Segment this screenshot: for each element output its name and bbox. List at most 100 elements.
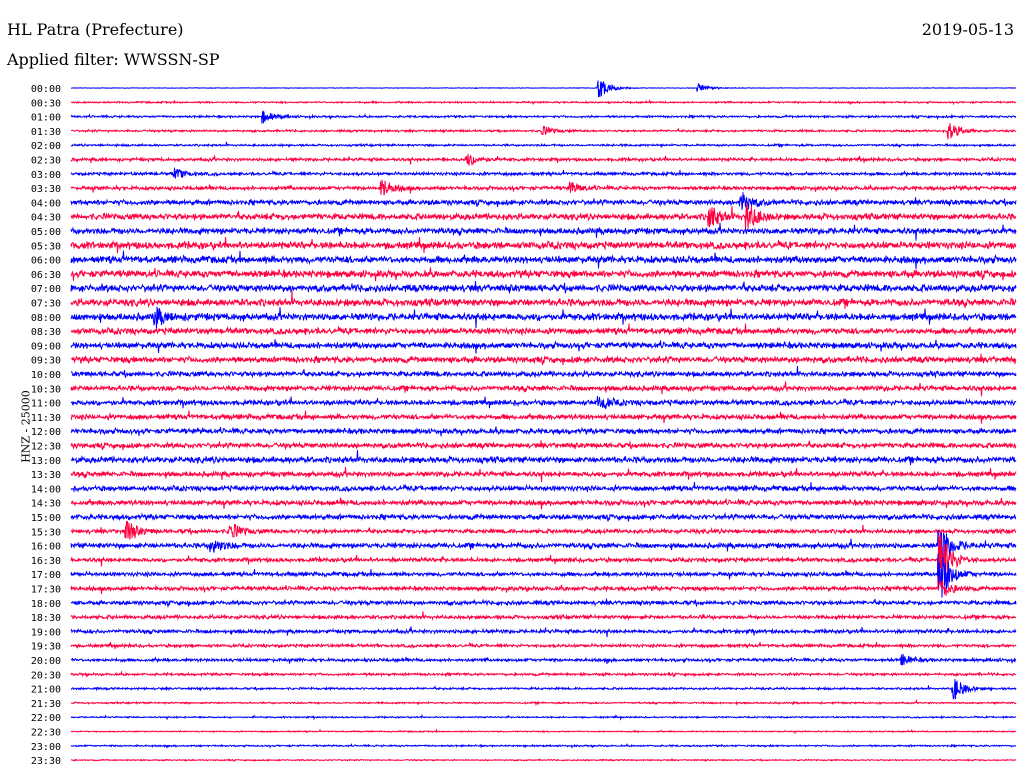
filter-label: Applied filter: WWSSN-SP (7, 50, 220, 69)
trace-row-2200 (70, 713, 1017, 721)
row-time-label: 17:00 (31, 570, 61, 581)
trace-row-0730 (70, 291, 1017, 309)
trace-row-1730 (70, 580, 1017, 596)
trace-row-0000 (71, 80, 1017, 98)
trace-row-2100 (70, 679, 1017, 700)
trace-row-0530 (70, 236, 1017, 254)
trace-row-1000 (70, 365, 1017, 379)
row-time-label: 03:00 (31, 170, 61, 181)
row-time-label: 20:30 (31, 670, 61, 681)
trace-row-0100 (70, 110, 1017, 124)
row-time-label: 18:30 (31, 613, 61, 624)
trace-row-0030 (70, 99, 1017, 106)
row-time-label: 12:30 (31, 442, 61, 453)
row-time-label: 12:00 (31, 427, 61, 438)
trace-row-0300 (70, 167, 1017, 179)
row-time-label: 01:00 (31, 113, 61, 124)
trace-row-2330 (70, 757, 1017, 763)
row-time-label: 09:30 (31, 356, 61, 367)
row-time-label: 06:30 (31, 270, 61, 281)
trace-row-1530 (70, 521, 1017, 540)
row-time-label: 17:30 (31, 585, 61, 596)
row-time-label: 04:00 (31, 198, 61, 209)
trace-row-2300 (70, 743, 1017, 749)
row-time-label: 14:00 (31, 484, 61, 495)
row-time-label: 07:30 (31, 299, 61, 310)
trace-row-2000 (70, 653, 1017, 666)
trace-row-0330 (70, 179, 1017, 196)
row-time-label: 19:30 (31, 642, 61, 653)
row-time-label: 13:30 (31, 470, 61, 481)
row-time-label: 00:30 (31, 98, 61, 109)
row-time-label: 08:00 (31, 313, 61, 324)
trace-row-2230 (70, 728, 1017, 735)
trace-row-2030 (70, 670, 1017, 679)
trace-row-1100 (70, 396, 1017, 410)
row-time-label: 05:00 (31, 227, 61, 238)
trace-row-1500 (70, 511, 1017, 522)
trace-row-1200 (70, 426, 1017, 437)
row-time-label: 13:00 (31, 456, 61, 467)
row-time-label: 19:00 (31, 627, 61, 638)
row-time-label: 00:00 (31, 84, 61, 95)
trace-row-0700 (70, 280, 1017, 294)
row-time-label: 06:00 (31, 256, 61, 267)
row-time-label: 22:00 (31, 713, 61, 724)
row-time-label: 15:30 (31, 527, 61, 538)
row-time-label: 15:00 (31, 513, 61, 524)
trace-row-0230 (70, 153, 1017, 167)
trace-row-1230 (70, 440, 1017, 451)
row-time-label: 08:30 (31, 327, 61, 338)
row-time-label: 02:30 (31, 156, 61, 167)
trace-row-0400 (70, 192, 1017, 210)
trace-row-2130 (70, 698, 1017, 707)
trace-row-1630 (70, 533, 1017, 590)
date-label: 2019-05-13 (921, 20, 1014, 39)
trace-row-0830 (70, 323, 1017, 337)
trace-row-1030 (70, 381, 1017, 397)
trace-row-0600 (70, 250, 1017, 270)
row-time-label: 11:00 (31, 399, 61, 410)
row-time-label: 18:00 (31, 599, 61, 610)
trace-row-0630 (70, 267, 1017, 282)
row-time-label: 16:30 (31, 556, 61, 567)
trace-row-0130 (70, 123, 1017, 140)
trace-row-1300 (70, 450, 1017, 466)
row-time-label: 21:30 (31, 699, 61, 710)
trace-row-1800 (70, 598, 1017, 609)
row-time-label: 07:00 (31, 284, 61, 295)
row-time-label: 21:00 (31, 685, 61, 696)
trace-row-0430 (70, 202, 1017, 230)
trace-row-0930 (70, 353, 1017, 366)
trace-row-1830 (70, 611, 1017, 622)
trace-row-1400 (70, 481, 1017, 493)
trace-row-0200 (70, 141, 1016, 149)
trace-row-1930 (70, 641, 1017, 650)
trace-row-1330 (70, 467, 1017, 483)
row-time-label: 11:30 (31, 413, 61, 424)
trace-row-1130 (70, 410, 1017, 424)
row-time-label: 04:30 (31, 213, 61, 224)
row-time-label: 10:30 (31, 384, 61, 395)
row-time-label: 09:00 (31, 341, 61, 352)
row-time-label: 23:00 (31, 742, 61, 753)
row-time-label: 05:30 (31, 241, 61, 252)
row-time-label: 02:00 (31, 141, 61, 152)
trace-row-1900 (70, 626, 1017, 638)
trace-row-1700 (70, 553, 1017, 598)
trace-row-0900 (70, 339, 1017, 354)
station-title: HL Patra (Prefecture) (7, 20, 184, 39)
row-time-label: 23:30 (31, 756, 61, 767)
row-time-label: 22:30 (31, 728, 61, 739)
trace-row-0500 (70, 222, 1017, 241)
trace-row-0800 (70, 306, 1017, 330)
row-time-label: 10:00 (31, 370, 61, 381)
row-time-label: 01:30 (31, 127, 61, 138)
row-time-label: 16:00 (31, 542, 61, 553)
trace-row-1600 (70, 529, 1017, 566)
trace-row-1430 (70, 497, 1017, 510)
row-time-label: 20:00 (31, 656, 61, 667)
row-time-label: 14:30 (31, 499, 61, 510)
